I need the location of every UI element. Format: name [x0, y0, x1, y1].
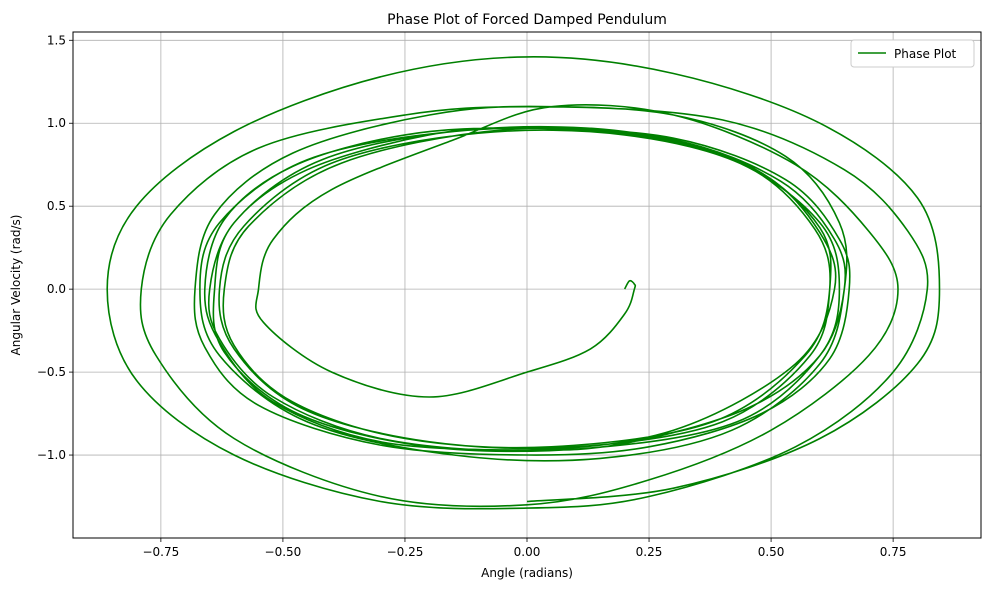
- x-axis: −0.75 −0.50 −0.25 0.00 0.25 0.50 0.75: [142, 538, 906, 559]
- x-tick-label: 0.50: [758, 545, 785, 559]
- x-axis-label: Angle (radians): [481, 566, 573, 580]
- x-tick-label: 0.75: [880, 545, 907, 559]
- y-tick-label: 1.5: [47, 33, 66, 47]
- y-tick-label: 0.0: [47, 282, 66, 296]
- x-tick-label: 0.25: [636, 545, 663, 559]
- x-tick-label: −0.25: [387, 545, 424, 559]
- y-tick-label: 1.0: [47, 116, 66, 130]
- y-tick-label: 0.5: [47, 199, 66, 213]
- x-tick-label: −0.75: [142, 545, 179, 559]
- y-axis-label: Angular Velocity (rad/s): [9, 215, 23, 356]
- x-tick-label: 0.00: [514, 545, 541, 559]
- chart-title: Phase Plot of Forced Damped Pendulum: [387, 12, 667, 28]
- legend: Phase Plot: [850, 39, 975, 68]
- y-tick-label: −0.5: [37, 365, 66, 379]
- series-phase-plot-line: [106, 56, 941, 510]
- y-tick-label: −1.0: [37, 448, 66, 462]
- x-tick-label: −0.50: [265, 545, 302, 559]
- legend-entry: Phase Plot: [894, 47, 957, 61]
- y-axis: −1.0 −0.5 0.0 0.5 1.0 1.5: [37, 33, 73, 462]
